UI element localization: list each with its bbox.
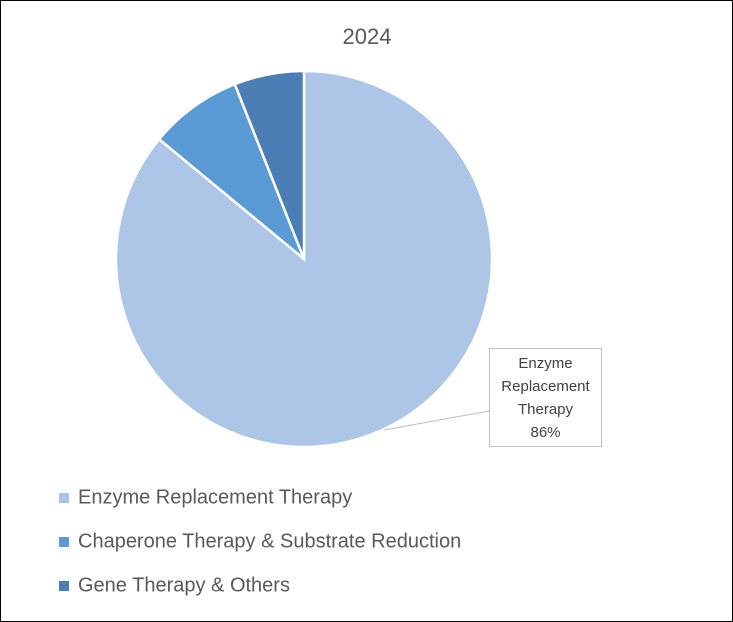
chart-title: 2024 — [343, 24, 392, 49]
legend-label: Enzyme Replacement Therapy — [78, 486, 352, 508]
pie-slice — [233, 69, 306, 260]
legend-label: Chaperone Therapy & Substrate Reduction — [78, 530, 461, 552]
data-label-value: 86% — [530, 423, 561, 441]
legend-label: Gene Therapy & Others — [78, 574, 290, 596]
data-label-name: Enzyme Replacement Therapy — [501, 354, 590, 418]
leader-line — [383, 410, 490, 431]
data-label: Enzyme Replacement Therapy 86% — [489, 348, 602, 447]
legend-swatch — [59, 493, 69, 503]
legend-swatch — [59, 537, 69, 547]
pie-slice — [157, 82, 306, 260]
legend-swatch — [59, 581, 69, 591]
